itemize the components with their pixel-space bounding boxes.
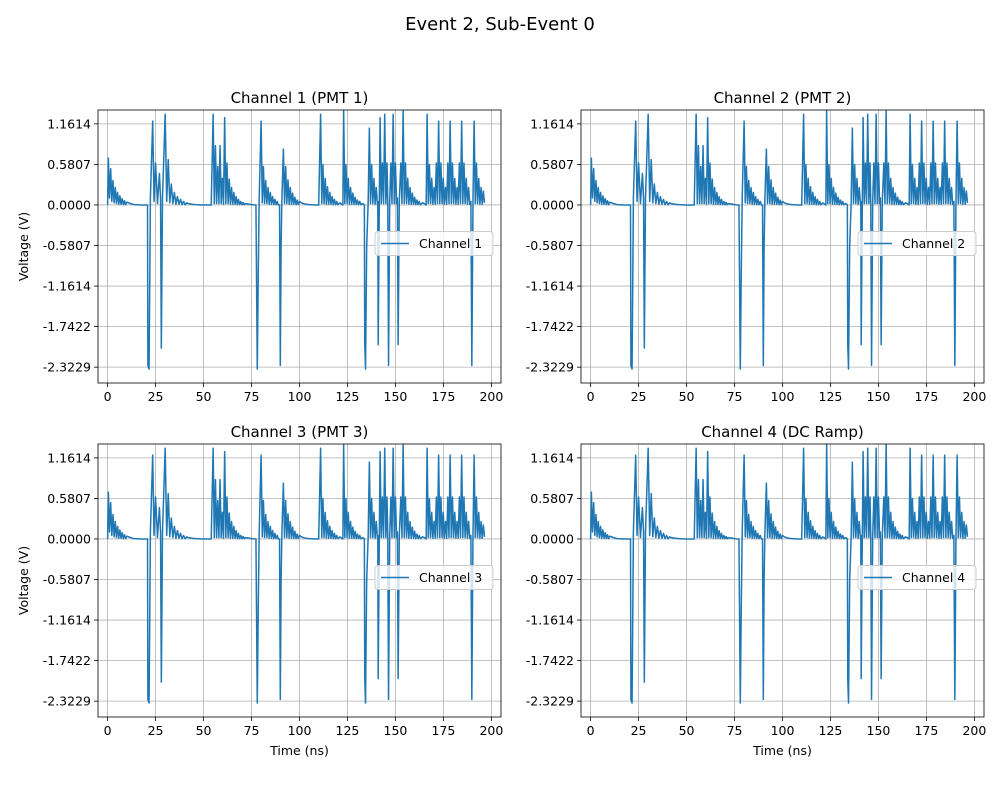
x-axis-label: Time (ns) xyxy=(269,743,329,758)
y-tick-label: -1.7422 xyxy=(43,653,91,668)
x-tick-label: 100 xyxy=(288,389,312,404)
y-tick-label: 0.5807 xyxy=(47,491,91,506)
x-tick-label: 200 xyxy=(962,723,986,738)
x-tick-label: 125 xyxy=(336,389,360,404)
x-tick-label: 125 xyxy=(819,723,843,738)
x-tick-label: 50 xyxy=(679,723,695,738)
subplot-channel-3: 0 25 50 75 100 125 150 175 200 1.1614 0.5807 0.0000… xyxy=(16,423,503,758)
y-tick-label: 1.1614 xyxy=(47,116,91,131)
x-tick-label: 0 xyxy=(104,389,112,404)
subplot-title: Channel 4 (DC Ramp) xyxy=(701,423,864,441)
y-tick-label: 1.1614 xyxy=(47,450,91,465)
x-tick-label: 25 xyxy=(631,723,647,738)
y-tick-label: 1.1614 xyxy=(530,116,574,131)
y-tick-label: 0.5807 xyxy=(530,491,574,506)
y-tick-label: -1.7422 xyxy=(43,319,91,334)
y-tick-label: 0.5807 xyxy=(530,157,574,172)
x-tick-label: 175 xyxy=(914,389,938,404)
y-axis-label: Voltage (V) xyxy=(16,546,31,615)
x-tick-label: 75 xyxy=(244,389,260,404)
x-tick-label: 50 xyxy=(196,723,212,738)
y-tick-label: -0.5807 xyxy=(43,572,91,587)
y-tick-label: -1.1614 xyxy=(43,279,91,294)
subplot-title: Channel 2 (PMT 2) xyxy=(714,89,852,107)
y-tick-label: -2.3229 xyxy=(526,360,574,375)
y-axis-label: Voltage (V) xyxy=(16,212,31,281)
subplot-title: Channel 1 (PMT 1) xyxy=(231,89,369,107)
legend-label: Channel 2 xyxy=(902,236,965,251)
y-tick-label: -0.5807 xyxy=(43,238,91,253)
x-tick-label: 175 xyxy=(431,723,455,738)
legend-label: Channel 4 xyxy=(902,570,965,585)
legend: Channel 1 xyxy=(374,231,494,256)
x-tick-label: 100 xyxy=(771,723,795,738)
legend: Channel 4 xyxy=(857,565,977,590)
y-tick-label: 1.1614 xyxy=(530,450,574,465)
x-tick-label: 0 xyxy=(587,389,595,404)
legend-box xyxy=(857,231,977,256)
y-tick-label: 0.0000 xyxy=(530,531,574,546)
y-tick-label: -2.3229 xyxy=(43,694,91,709)
x-tick-label: 25 xyxy=(148,389,164,404)
legend-label: Channel 1 xyxy=(419,236,482,251)
x-tick-label: 200 xyxy=(962,389,986,404)
y-tick-label: -0.5807 xyxy=(526,572,574,587)
subplot-channel-4: 0 25 50 75 100 125 150 175 200 1.1614 0.5807 0.0000… xyxy=(526,423,987,758)
x-tick-label: 175 xyxy=(431,389,455,404)
subplot-channel-2: 0 25 50 75 100 125 150 175 200 1.1614 0.5807 0.0000… xyxy=(526,89,987,404)
series-line xyxy=(106,109,486,370)
figure-suptitle: Event 2, Sub-Event 0 xyxy=(405,14,595,35)
y-tick-label: 0.0000 xyxy=(47,197,91,212)
x-tick-label: 25 xyxy=(148,723,164,738)
x-tick-label: 150 xyxy=(867,723,891,738)
x-tick-label: 150 xyxy=(867,389,891,404)
y-tick-label: 0.5807 xyxy=(47,157,91,172)
y-tick-label: -1.1614 xyxy=(526,613,574,628)
y-tick-label: 0.0000 xyxy=(47,531,91,546)
y-tick-label: -2.3229 xyxy=(526,694,574,709)
x-tick-label: 200 xyxy=(479,723,503,738)
x-tick-label: 125 xyxy=(336,723,360,738)
y-tick-label: 0.0000 xyxy=(530,197,574,212)
x-tick-label: 100 xyxy=(288,723,312,738)
x-tick-label: 0 xyxy=(587,723,595,738)
x-tick-label: 50 xyxy=(679,389,695,404)
legend-box xyxy=(374,231,494,256)
y-tick-label: -1.7422 xyxy=(526,319,574,334)
x-tick-label: 25 xyxy=(631,389,647,404)
legend-box xyxy=(857,565,977,590)
x-tick-label: 75 xyxy=(244,723,260,738)
x-tick-label: 75 xyxy=(727,389,743,404)
x-tick-label: 150 xyxy=(384,389,408,404)
series-line xyxy=(106,443,486,704)
series-line xyxy=(589,109,969,370)
y-tick-label: -0.5807 xyxy=(526,238,574,253)
legend: Channel 2 xyxy=(857,231,977,256)
y-tick-label: -2.3229 xyxy=(43,360,91,375)
x-axis-label: Time (ns) xyxy=(752,743,812,758)
x-tick-label: 50 xyxy=(196,389,212,404)
legend: Channel 3 xyxy=(374,565,494,590)
x-tick-label: 0 xyxy=(104,723,112,738)
y-tick-label: -1.1614 xyxy=(43,613,91,628)
x-tick-label: 100 xyxy=(771,389,795,404)
series-line xyxy=(589,443,969,704)
subplot-channel-1: 0 25 50 75 100 125 150 175 200 1.1614 0.5807 0.0000… xyxy=(16,89,503,404)
x-tick-label: 175 xyxy=(914,723,938,738)
legend-label: Channel 3 xyxy=(419,570,482,585)
legend-box xyxy=(374,565,494,590)
y-tick-label: -1.7422 xyxy=(526,653,574,668)
y-tick-label: -1.1614 xyxy=(526,279,574,294)
x-tick-label: 125 xyxy=(819,389,843,404)
x-tick-label: 75 xyxy=(727,723,743,738)
subplot-title: Channel 3 (PMT 3) xyxy=(231,423,369,441)
x-tick-label: 150 xyxy=(384,723,408,738)
x-tick-label: 200 xyxy=(479,389,503,404)
